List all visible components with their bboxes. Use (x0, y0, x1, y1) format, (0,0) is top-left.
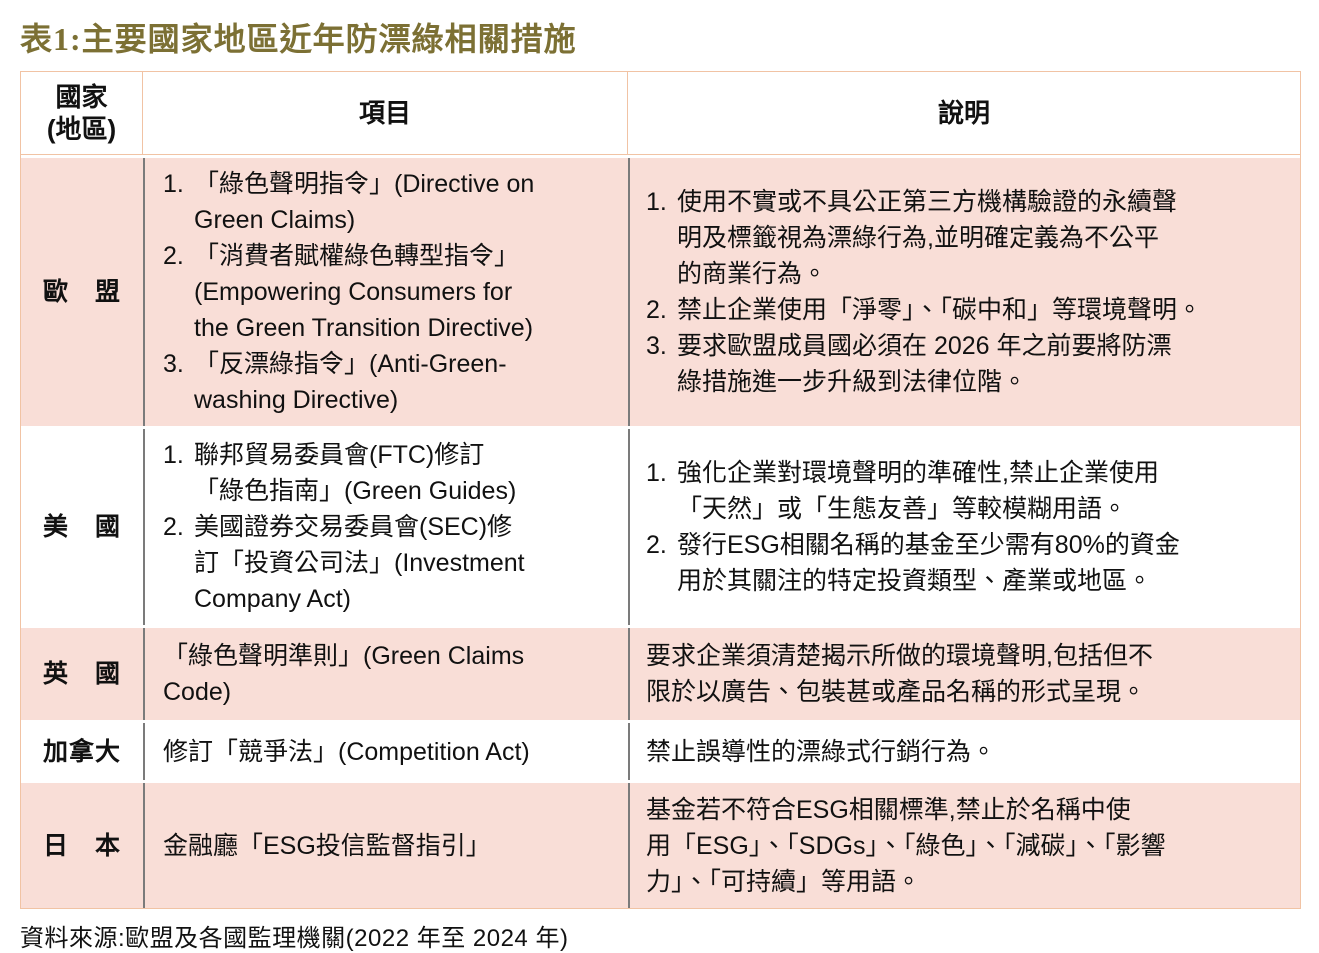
description-cell: 1. 使用不實或不具公正第三方機構驗證的永續聲 明及標籤視為漂綠行為,並明確定義為… (628, 158, 1300, 427)
list-text: 「綠色聲明準則」(Green Claims Code) (163, 642, 525, 707)
list-text: 發行ESG相關名稱的基金至少需有80%的資金 用於其關注的特定投資類型、產業或地… (677, 531, 1180, 596)
table-header-row: 國家 (地區) 項目 說明 (21, 72, 1300, 156)
list-item: 3. 要求歐盟成員國必須在 2026 年之前要將防漂 綠措施進一步升級到法律位階。 (646, 328, 1290, 400)
list-item: 金融廳「ESG投信監督指引」 (163, 828, 620, 864)
item-cell: 「綠色聲明準則」(Green Claims Code) (143, 628, 628, 721)
list-marker: 2. (646, 296, 667, 325)
list-marker: 1. (646, 188, 667, 217)
list-text: 強化企業對環境聲明的準確性,禁止企業使用 「天然」或「生態友善」等較模糊用語。 (677, 459, 1159, 524)
source-note: 資料來源:歐盟及各國監理機關(2022 年至 2024 年) (20, 925, 569, 953)
table-row-us: 美 國 1. 聯邦貿易委員會(FTC)修訂 「綠色指南」(Green Guides… (21, 429, 1300, 626)
item-cell: 1. 聯邦貿易委員會(FTC)修訂 「綠色指南」(Green Guides) 2.… (143, 429, 628, 626)
description-cell: 禁止誤導性的漂綠式行銷行為。 (628, 723, 1300, 781)
country-cell: 日 本 (21, 783, 143, 909)
description-cell: 要求企業須清楚揭示所做的環境聲明,包括但不 限於以廣告、包裝甚或產品名稱的形式呈… (628, 628, 1300, 721)
list-text: 「反漂綠指令」(Anti-Green- washing Directive) (194, 350, 507, 415)
country-cell: 英 國 (21, 628, 143, 721)
list-text: 使用不實或不具公正第三方機構驗證的永續聲 明及標籤視為漂綠行為,並明確定義為不公… (677, 188, 1178, 289)
item-cell: 修訂「競爭法」(Competition Act) (143, 723, 628, 781)
header-country: 國家 (地區) (21, 72, 143, 156)
description-cell: 1. 強化企業對環境聲明的準確性,禁止企業使用 「天然」或「生態友善」等較模糊用語… (628, 429, 1300, 626)
list-item: 2. 禁止企業使用「淨零」、「碳中和」等環境聲明。 (646, 292, 1290, 328)
list-text: 「消費者賦權綠色轉型指令」 (Empowering Consumers for … (194, 242, 534, 343)
item-cell: 1. 「綠色聲明指令」(Directive on Green Claims) 2.… (143, 158, 628, 427)
list-marker: 1. (163, 441, 184, 470)
country-cell: 美 國 (21, 429, 143, 626)
list-marker: 3. (163, 350, 184, 379)
list-text: 聯邦貿易委員會(FTC)修訂 「綠色指南」(Green Guides) (194, 441, 517, 506)
list-text: 美國證券交易委員會(SEC)修 訂「投資公司法」(Investment Comp… (194, 513, 525, 614)
list-text: 基金若不符合ESG相關標準,禁止於名稱中使 用「ESG」、「SDGs」、「綠色」… (646, 795, 1166, 896)
country-cell: 加拿大 (21, 723, 143, 781)
list-item: 「綠色聲明準則」(Green Claims Code) (163, 638, 620, 710)
header-description: 說明 (628, 72, 1300, 156)
list-text: 禁止誤導性的漂綠式行銷行為。 (646, 737, 997, 766)
list-text: 「綠色聲明指令」(Directive on Green Claims) (194, 170, 535, 235)
list-text: 修訂「競爭法」(Competition Act) (163, 737, 530, 766)
list-item: 禁止誤導性的漂綠式行銷行為。 (646, 734, 1290, 770)
table-row-uk: 英 國 「綠色聲明準則」(Green Claims Code) 要求企業須清楚揭… (21, 628, 1300, 721)
list-item: 2. 「消費者賦權綠色轉型指令」 (Empowering Consumers fo… (163, 238, 620, 346)
list-marker: 2. (163, 513, 184, 542)
list-item: 1. 「綠色聲明指令」(Directive on Green Claims) (163, 166, 620, 238)
page-title: 表1:主要國家地區近年防漂綠相關措施 (20, 21, 577, 57)
table-row-canada: 加拿大 修訂「競爭法」(Competition Act) 禁止誤導性的漂綠式行銷… (21, 723, 1300, 781)
list-marker: 1. (646, 459, 667, 488)
list-item: 2. 發行ESG相關名稱的基金至少需有80%的資金 用於其關注的特定投資類型、產業… (646, 527, 1290, 599)
table-row-japan: 日 本 金融廳「ESG投信監督指引」 基金若不符合ESG相關標準,禁止於名稱中使… (21, 783, 1300, 909)
list-item: 要求企業須清楚揭示所做的環境聲明,包括但不 限於以廣告、包裝甚或產品名稱的形式呈… (646, 638, 1290, 710)
description-cell: 基金若不符合ESG相關標準,禁止於名稱中使 用「ESG」、「SDGs」、「綠色」… (628, 783, 1300, 909)
list-marker: 2. (646, 531, 667, 560)
list-item: 2. 美國證券交易委員會(SEC)修 訂「投資公司法」(Investment Co… (163, 509, 620, 617)
list-marker: 3. (646, 332, 667, 361)
list-item: 基金若不符合ESG相關標準,禁止於名稱中使 用「ESG」、「SDGs」、「綠色」… (646, 792, 1290, 900)
header-item: 項目 (143, 72, 628, 156)
list-item: 1. 使用不實或不具公正第三方機構驗證的永續聲 明及標籤視為漂綠行為,並明確定義為… (646, 184, 1290, 292)
list-text: 禁止企業使用「淨零」、「碳中和」等環境聲明。 (677, 296, 1203, 325)
list-item: 修訂「競爭法」(Competition Act) (163, 734, 620, 770)
country-cell: 歐 盟 (21, 158, 143, 427)
list-text: 要求歐盟成員國必須在 2026 年之前要將防漂 綠措施進一步升級到法律位階。 (677, 332, 1172, 397)
list-item: 3. 「反漂綠指令」(Anti-Green- washing Directive) (163, 346, 620, 418)
list-text: 金融廳「ESG投信監督指引」 (163, 831, 491, 860)
list-item: 1. 強化企業對環境聲明的準確性,禁止企業使用 「天然」或「生態友善」等較模糊用語… (646, 455, 1290, 527)
list-marker: 1. (163, 170, 184, 199)
item-cell: 金融廳「ESG投信監督指引」 (143, 783, 628, 909)
list-item: 1. 聯邦貿易委員會(FTC)修訂 「綠色指南」(Green Guides) (163, 437, 620, 509)
table-row-eu: 歐 盟 1. 「綠色聲明指令」(Directive on Green Claims… (21, 158, 1300, 427)
list-text: 要求企業須清楚揭示所做的環境聲明,包括但不 限於以廣告、包裝甚或產品名稱的形式呈… (646, 642, 1153, 707)
measures-table: 國家 (地區) 項目 說明 歐 盟 1. 「綠色聲明指令」(Directive o… (20, 71, 1301, 910)
list-marker: 2. (163, 242, 184, 271)
